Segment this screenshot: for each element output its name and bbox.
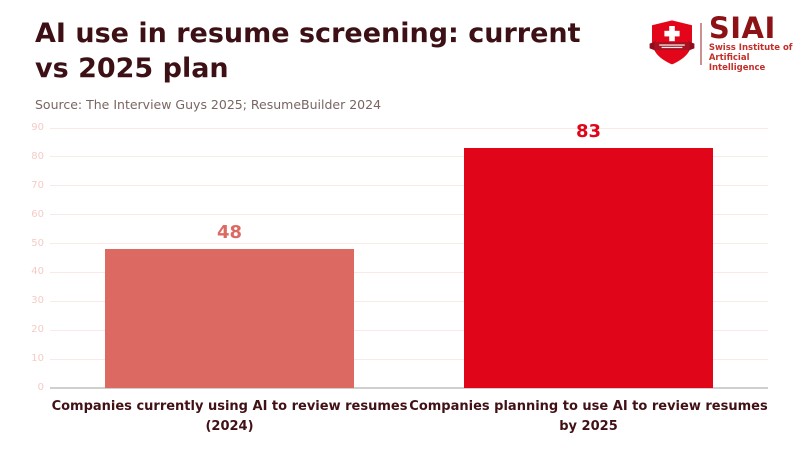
- logo-subtitle-line2: Artificial Intelligence: [708, 53, 766, 74]
- y-axis-tick-label: 70: [31, 179, 44, 191]
- y-axis-tick-label: 40: [31, 266, 44, 278]
- y-axis-tick-label: 50: [31, 237, 44, 249]
- bar-value-label: 83: [575, 121, 602, 143]
- logo-divider: [700, 22, 702, 65]
- source-note: Source: The Interview Guys 2025; ResumeB…: [35, 97, 382, 112]
- gridline: [50, 185, 768, 187]
- gridline: [50, 127, 768, 129]
- y-axis-tick-label: 0: [37, 382, 44, 393]
- y-axis-tick-label: 90: [31, 122, 44, 133]
- siai-logo: SIAI Swiss Institute of Artificial Intel…: [648, 14, 800, 74]
- logo-acronym: SIAI: [708, 11, 776, 45]
- gridline: [50, 271, 768, 273]
- y-axis-tick-label: 10: [31, 353, 44, 365]
- category-label: Companies currently using AI to review r…: [51, 399, 408, 434]
- x-axis-baseline: [50, 387, 768, 389]
- gridline: [50, 300, 768, 302]
- page-title: AI use in resume screening: current vs 2…: [35, 18, 581, 85]
- y-axis-tick-label: 30: [31, 295, 44, 307]
- gridline: [50, 358, 768, 360]
- gridline: [50, 156, 768, 158]
- bar-1[interactable]: [105, 249, 354, 388]
- category-label: Companies planning to use AI to review r…: [409, 399, 768, 434]
- gridline: [50, 214, 768, 216]
- y-axis-tick-label: 80: [31, 150, 44, 162]
- gridline: [50, 329, 768, 331]
- y-axis-tick-label: 60: [31, 208, 44, 220]
- gridline: [50, 243, 768, 245]
- y-axis-tick-label: 20: [31, 324, 44, 336]
- bar-value-label: 48: [216, 222, 243, 244]
- logo-subtitle-line1: Swiss Institute of: [708, 43, 793, 53]
- swiss-shield-cross-icon: [648, 18, 696, 70]
- bar-2[interactable]: [464, 148, 713, 388]
